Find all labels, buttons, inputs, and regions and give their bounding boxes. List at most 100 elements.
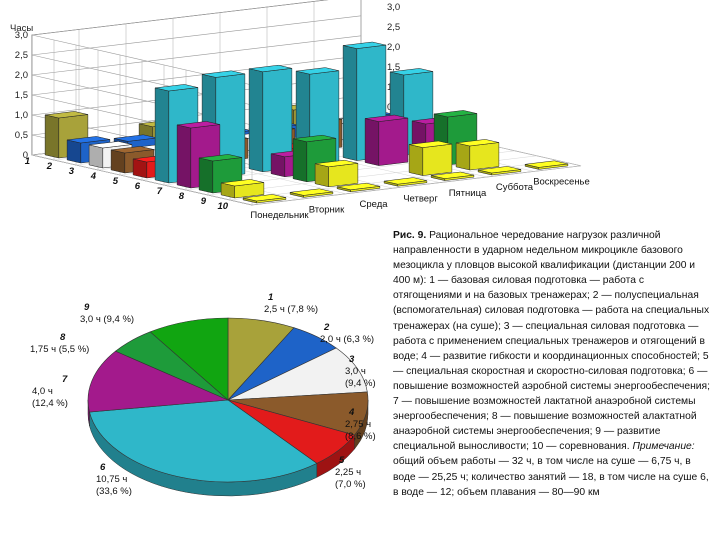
bar-side-face — [248, 68, 264, 173]
component-axis-label: 2 — [46, 161, 53, 172]
z-tick-label-left: 2,5 — [15, 50, 28, 61]
day-axis-label: Четверг — [403, 193, 438, 204]
z-tick-label-right: 3,0 — [387, 2, 400, 13]
pie-slice-number: 4 — [348, 407, 355, 418]
floor-grid — [31, 154, 253, 206]
pie-label-2: 22,0 ч (6,3 %) — [320, 322, 374, 345]
bar-top-face — [478, 166, 521, 174]
bar-top-face — [296, 67, 339, 75]
pie-label-8: 81,75 ч (5,5 %) — [30, 332, 89, 355]
bar-day6-comp9 — [455, 139, 500, 171]
pie-label-3: 33,0 ч(9,4 %) — [345, 354, 376, 389]
pie-label-4: 42,75 ч(8,6 %) — [345, 407, 376, 442]
figure-caption-text: Рациональное чередование нагрузок различ… — [393, 230, 710, 453]
floor-grid — [251, 165, 582, 206]
bar-side-face — [364, 118, 380, 166]
bar-front-face — [378, 117, 409, 166]
z-tick-label-right: 2,5 — [387, 22, 400, 33]
bar-day5-comp10 — [430, 171, 475, 181]
pie-label-9: 93,0 ч (9,4 %) — [80, 302, 134, 325]
component-axis-label: 4 — [90, 171, 97, 182]
component-axis-label: 6 — [135, 181, 141, 192]
bar-top-face — [155, 84, 198, 92]
bar-top-face — [343, 41, 386, 49]
pie-slice-number: 8 — [60, 332, 66, 343]
pie-slice-9 — [149, 317, 229, 401]
pie-slice-number: 6 — [100, 462, 106, 473]
component-axis-label: 1 — [25, 156, 30, 167]
bar-top-face — [290, 188, 333, 196]
pie-slice-number: 1 — [268, 292, 273, 303]
bar-top-face — [293, 134, 336, 143]
bar-day5-comp9 — [408, 140, 453, 176]
pie-slice-value-label: 4,0 ч — [32, 386, 53, 397]
z-tick-label-right: 1,5 — [387, 62, 400, 73]
bar-side-face — [88, 144, 104, 169]
bar-day3-comp9 — [314, 159, 359, 188]
pie-slice-number: 2 — [323, 322, 330, 333]
pie-label-6: 610,75 ч(33,6 %) — [96, 462, 132, 497]
bar-side-face — [292, 138, 308, 183]
pie-slice-6 — [89, 399, 318, 483]
z-tick-label-right: 2,0 — [387, 42, 400, 53]
pie-slice-number: 9 — [84, 302, 90, 313]
pie-slice-3 — [227, 347, 368, 401]
bar-day7-comp10 — [524, 160, 569, 170]
bar-front-face — [469, 142, 500, 171]
component-axis-label: 3 — [69, 166, 75, 177]
bar-side-face — [198, 157, 214, 194]
bar-top-face — [315, 159, 358, 168]
bar-side-face — [154, 87, 170, 184]
bar-top-face — [434, 110, 477, 118]
z-tick-label-left: 3,0 — [15, 30, 28, 41]
bar-chart-3d: 000,50,51,01,01,51,52,02,02,52,53,03,0Ча… — [10, 0, 590, 221]
day-axis-label: Суббота — [496, 182, 534, 193]
day-axis-label: Среда — [359, 199, 388, 210]
bar-day3-comp10 — [336, 182, 381, 193]
day-axis-label: Пятница — [449, 188, 487, 199]
bar-side-face — [44, 114, 60, 159]
bar-top-face — [337, 182, 380, 191]
day-axis-label: Понедельник — [250, 210, 309, 221]
pie-slice-value-label: 1,75 ч (5,5 %) — [30, 344, 89, 355]
bar-top-face — [243, 194, 286, 202]
z-tick-label-left: 0 — [23, 150, 28, 161]
pie-slice-percent-label: (7,0 %) — [335, 479, 366, 490]
pie-slice-value-label: 2,0 ч (6,3 %) — [320, 334, 374, 345]
bar-top-face — [177, 121, 220, 129]
bar-side-face — [176, 124, 192, 189]
bar-top-face — [199, 154, 242, 162]
bar-side-face — [408, 144, 424, 176]
bar-front-face — [328, 163, 359, 188]
bar-day3-comp6 — [248, 64, 293, 173]
bar-day2-comp10 — [289, 188, 334, 198]
bar-day1-comp9 — [220, 179, 265, 199]
bar-top-face — [89, 141, 132, 149]
component-axis-label: 9 — [201, 196, 207, 207]
figure-label: Рис. 9. — [393, 230, 427, 241]
bar-side-face — [66, 139, 82, 164]
bar-side-face — [314, 163, 329, 188]
day-axis-label: Вторник — [309, 205, 345, 216]
pie-slice-value-label: 2,25 ч — [335, 467, 361, 478]
bar-top-face — [202, 70, 245, 78]
note-text: общий объем работы — 32 ч, в том числе н… — [393, 456, 709, 498]
bar-top-face — [67, 136, 110, 144]
pie-slice-value-label: 3,0 ч (9,4 %) — [80, 314, 134, 325]
pie-slice-value-label: 2,5 ч (7,8 %) — [264, 304, 318, 315]
bar-day6-comp10 — [477, 166, 522, 176]
pie-slice-percent-label: (33,6 %) — [96, 486, 132, 497]
pie-chart: 12,5 ч (7,8 %)22,0 ч (6,3 %)33,0 ч(9,4 %… — [30, 292, 376, 497]
pie-slice-percent-label: (8,6 %) — [345, 431, 376, 442]
bar-front-face — [422, 143, 453, 176]
bar-top-face — [456, 139, 499, 147]
bar-side-face — [342, 45, 358, 161]
bar-day4-comp10 — [383, 177, 428, 187]
component-axis-label: 10 — [218, 201, 229, 212]
bar-side-face — [270, 153, 286, 178]
grid-line-rear — [31, 0, 329, 36]
bar-top-face — [384, 177, 427, 185]
bar-top-face — [409, 140, 452, 148]
grid-line-rear — [31, 15, 362, 56]
